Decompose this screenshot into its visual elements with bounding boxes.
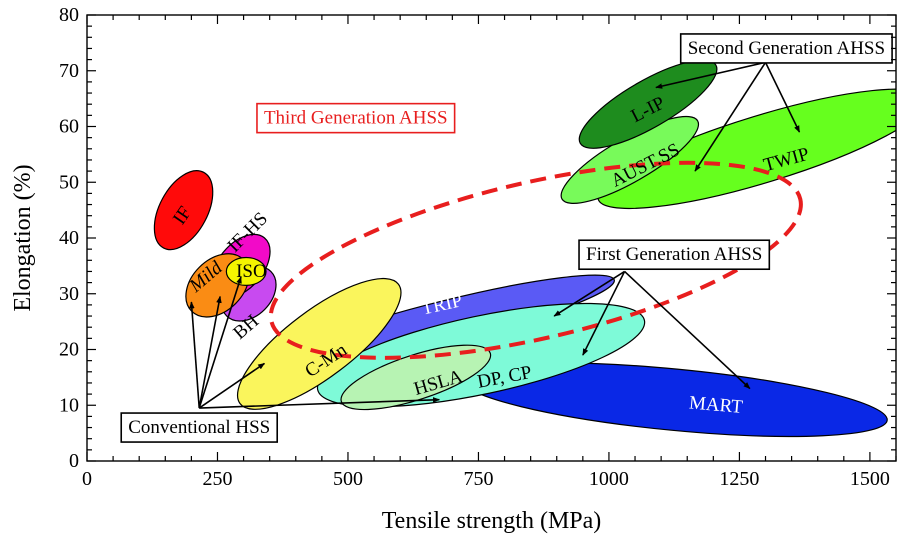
y-tick-label: 50: [59, 171, 79, 193]
annotation-box-third-generation-ahss: [256, 102, 456, 134]
annotation-label-first-generation-ahss: First Generation AHSS: [586, 244, 762, 265]
annotation-box-second-generation-ahss: [679, 33, 893, 64]
x-tick-label: 1000: [589, 468, 629, 490]
arrow-first-generation-ahss-2: [624, 270, 751, 390]
arrow-first-generation-ahss-0: [553, 270, 626, 317]
y-tick-label: 30: [59, 283, 79, 305]
annotation-second-generation-ahss: Second Generation AHSS: [679, 33, 893, 64]
x-tick-label: 1500: [850, 468, 890, 490]
y-tick-label: 60: [59, 116, 79, 138]
region-c-mn: [236, 277, 402, 410]
arrow-conventional-hss-4: [199, 397, 441, 409]
region-iso: [225, 256, 267, 286]
third-generation-region: [268, 160, 803, 360]
y-tick-label: 80: [59, 4, 79, 26]
x-tick-label: 500: [333, 468, 363, 490]
y-tick-label: 10: [59, 394, 79, 416]
annotation-label-second-generation-ahss: Second Generation AHSS: [688, 38, 885, 59]
annotation-label-third-generation-ahss: Third Generation AHSS: [264, 108, 448, 129]
annotation-label-conventional-hss: Conventional HSS: [128, 417, 270, 438]
arrow-second-generation-ahss-0: [655, 61, 766, 89]
annotation-box-conventional-hss: [120, 412, 279, 443]
third-generation-region-layer: [268, 160, 803, 360]
region-hsla: [340, 344, 492, 411]
regions-layer: [153, 59, 896, 438]
annotation-conventional-hss: Conventional HSS: [120, 412, 279, 443]
x-tick-label: 0: [82, 468, 92, 490]
arrow-conventional-hss-1: [198, 295, 222, 409]
region-twip: [597, 88, 896, 210]
x-axis-label: Tensile strength (MPa): [382, 508, 602, 534]
arrow-first-generation-ahss-1: [582, 271, 626, 356]
arrow-conventional-hss-3: [198, 362, 266, 409]
region-label-iso: ISO: [236, 261, 267, 282]
region-label-mart: MART: [688, 392, 744, 418]
y-tick-label: 20: [59, 339, 79, 361]
annotation-third-generation-ahss: Third Generation AHSS: [256, 102, 456, 134]
arrow-conventional-hss-0: [189, 301, 201, 409]
y-tick-label: 70: [59, 60, 79, 82]
y-axis-label: Elongation (%): [10, 164, 36, 311]
annotation-first-generation-ahss: First Generation AHSS: [578, 239, 771, 271]
arrow-second-generation-ahss-2: [764, 62, 801, 133]
annotation-box-first-generation-ahss: [578, 239, 771, 271]
x-tick-label: 750: [463, 468, 493, 490]
region-if: [153, 170, 214, 251]
x-tick-label: 1250: [719, 468, 759, 490]
arrow-second-generation-ahss-1: [694, 61, 767, 172]
y-tick-label: 40: [59, 227, 79, 249]
y-tick-label: 0: [69, 450, 79, 472]
annotation-boxes-layer: Second Generation AHSS Third Generation A…: [120, 33, 893, 443]
x-tick-label: 250: [202, 468, 232, 490]
arrows-layer: [189, 61, 801, 409]
axes-layer: 0 250 500 750 1000 1250 1500 0 10 20 30 40 50 60 70 80 T…: [10, 4, 897, 534]
arrow-conventional-hss-2: [198, 276, 242, 409]
